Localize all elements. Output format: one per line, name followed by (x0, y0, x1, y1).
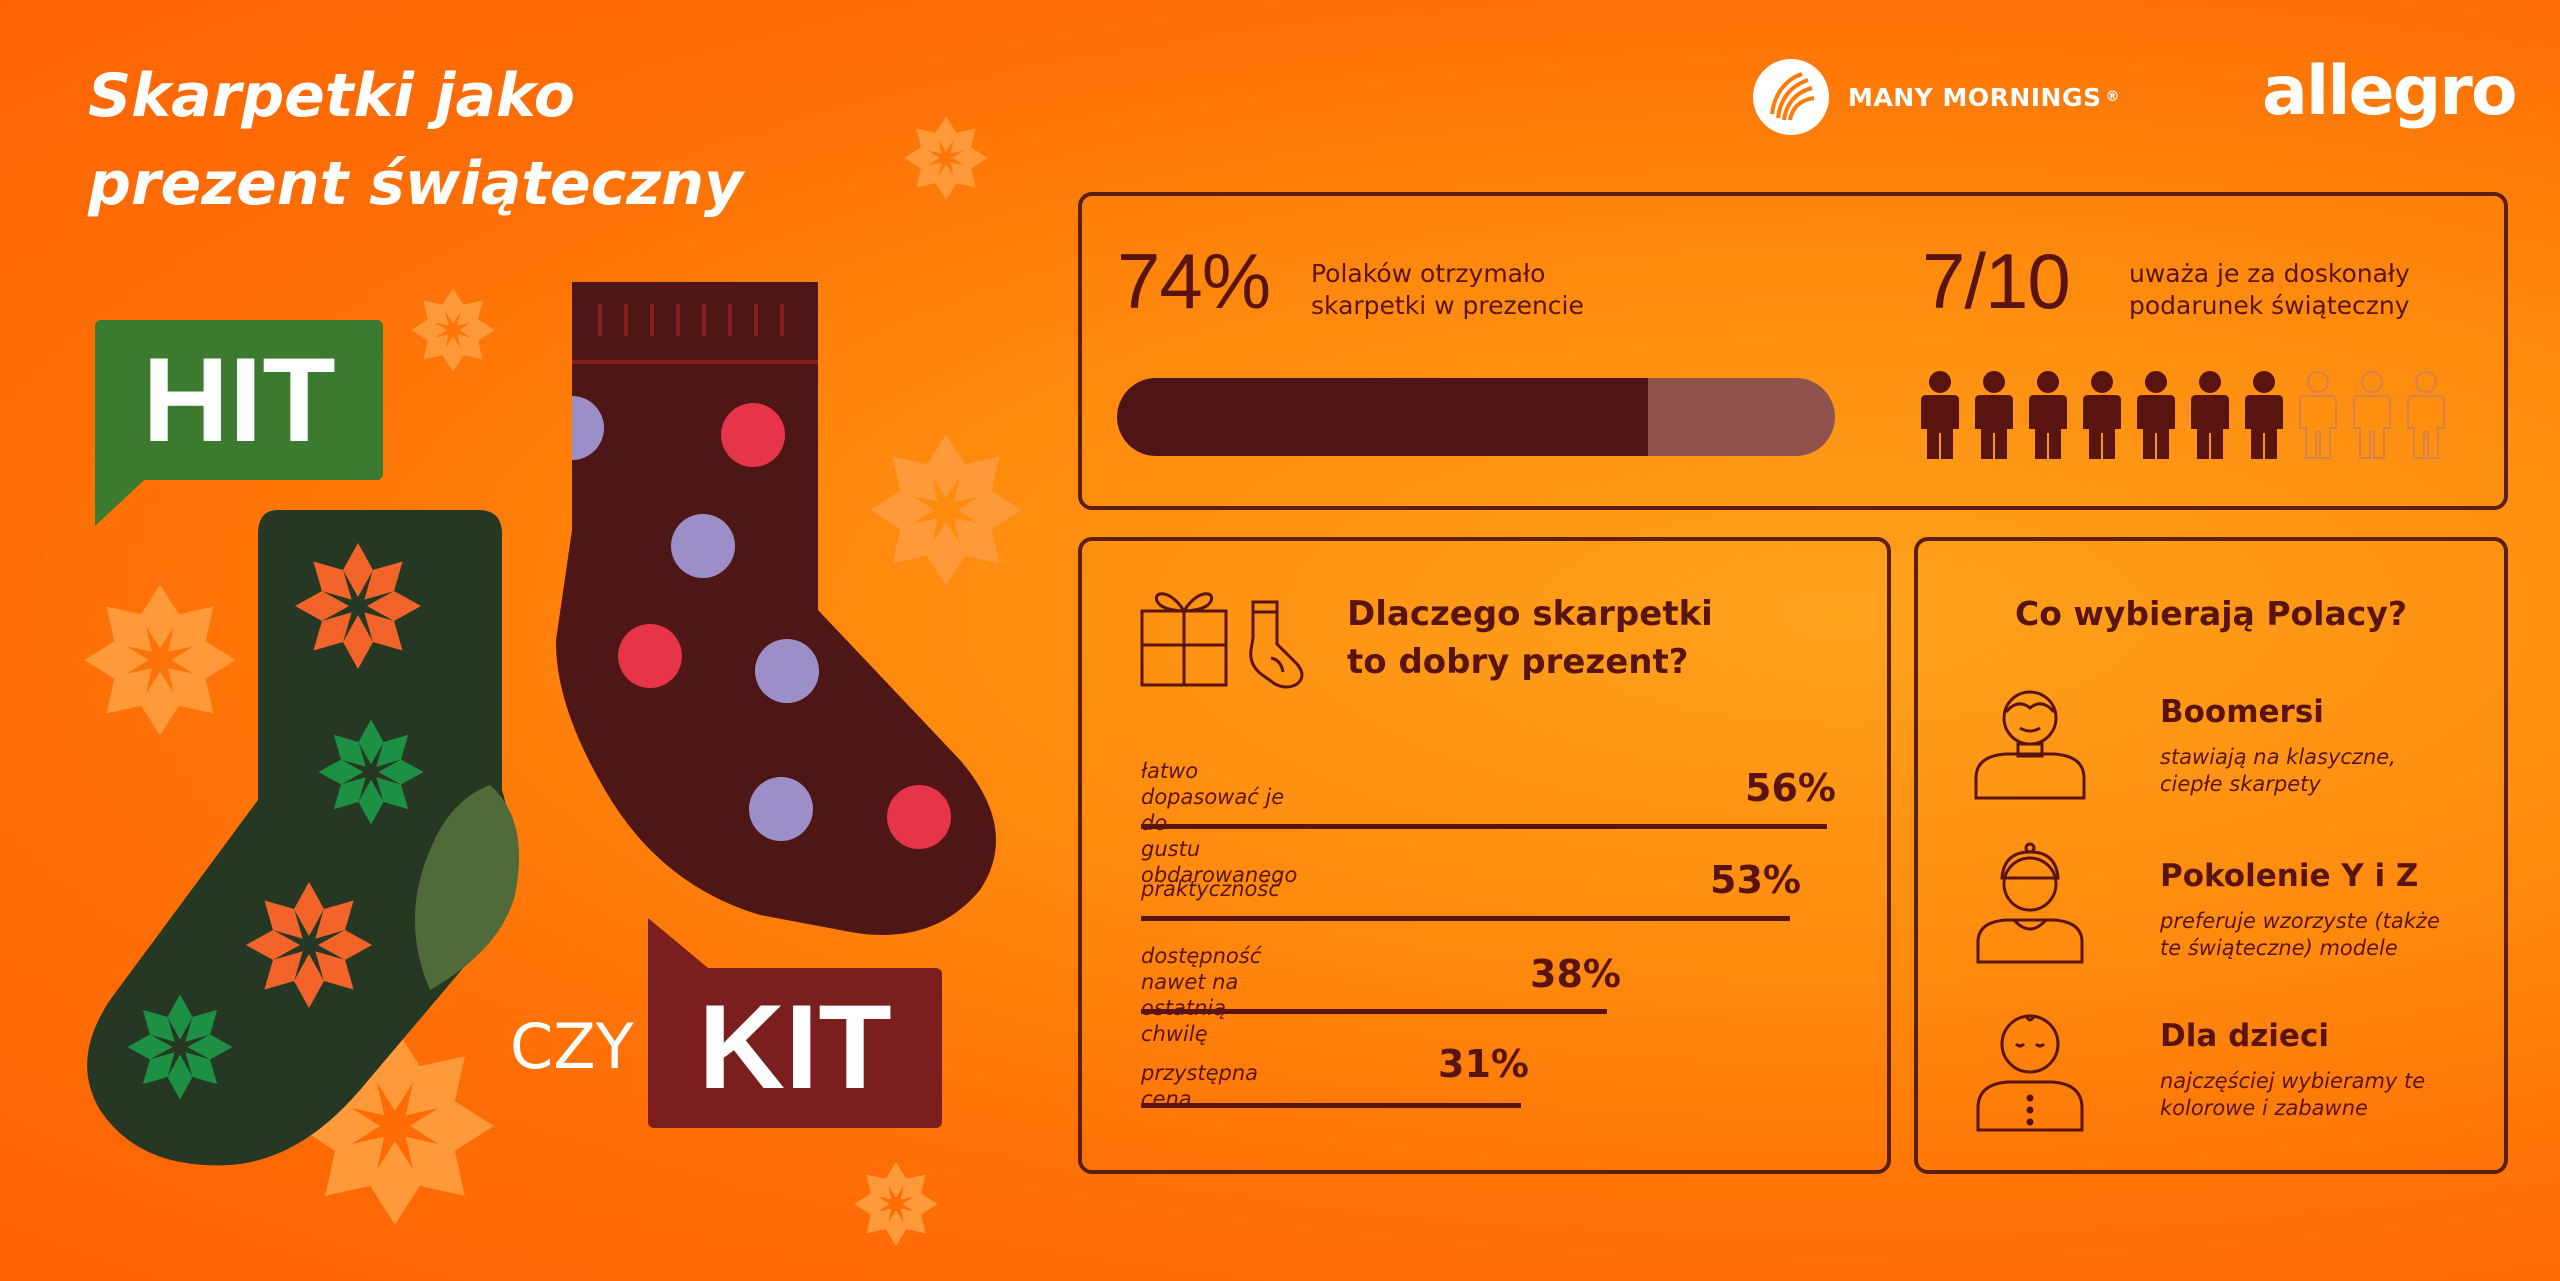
person-outline-icon (2299, 371, 2337, 459)
reasons-heading: Dlaczego skarpetki to dobry prezent? (1347, 594, 1713, 682)
reason-label-2: dostępność nawet na ostatnią chwilę (1141, 944, 1262, 1046)
czy-label: CZY (510, 1010, 634, 1083)
reason-value-2: 38% (1530, 952, 1621, 996)
reasons-panel (1078, 537, 1891, 1174)
reason-label-0: łatwo dopasować je do gustu obdarowanego (1141, 759, 1298, 887)
reason-bar-0 (1141, 824, 1827, 829)
segment-desc-1: preferuje wzorzyste (także te świąteczne… (2160, 909, 2440, 960)
hit-label: HIT (142, 333, 336, 467)
allegro-logo: allegro (2262, 52, 2518, 131)
person-filled-icon (2029, 371, 2067, 459)
reason-bar-2 (1141, 1009, 1607, 1014)
hit-bubble (95, 320, 383, 526)
segment-desc-0: stawiają na klasyczne, ciepłe skarpety (2160, 745, 2396, 796)
segment-name-0: Boomersi (2160, 694, 2324, 730)
person-filled-icon (2191, 371, 2229, 459)
reason-label-1: praktyczność (1141, 877, 1280, 901)
person-filled-icon (1921, 371, 1959, 459)
received-value: 74% (1117, 237, 1271, 325)
person-filled-icon (2083, 371, 2121, 459)
registered-mark: ® (2105, 89, 2121, 105)
received-progress-bar (1117, 378, 1835, 456)
person-filled-icon (2137, 371, 2175, 459)
person-filled-icon (1975, 371, 2013, 459)
green-sock (87, 510, 520, 1166)
segment-name-2: Dla dzieci (2160, 1018, 2329, 1054)
kit-label: KIT (698, 980, 892, 1114)
many-mornings-label: MANY MORNINGS (1848, 82, 2102, 112)
rating-text: uważa je za doskonały podarunek świątecz… (2129, 259, 2410, 320)
received-progress-fill (1117, 378, 1649, 456)
many-mornings-emblem-icon (1753, 59, 1829, 135)
person-outline-icon (2353, 371, 2391, 459)
person-outline-icon (2407, 371, 2445, 459)
rating-value: 7/10 (1922, 237, 2071, 325)
child-icon (1976, 1014, 2084, 1132)
segments-panel (1914, 537, 2508, 1174)
segments-heading: Co wybierają Polacy? (2015, 594, 2407, 633)
reason-value-3: 31% (1438, 1042, 1529, 1086)
kit-bubble (648, 918, 942, 1128)
older-person-icon (1974, 690, 2086, 800)
segment-desc-2: najczęściej wybieramy te kolorowe i zaba… (2160, 1069, 2426, 1120)
socks-illustration (87, 282, 996, 1166)
red-sock (555, 282, 996, 935)
rating-people-icons (1921, 371, 2445, 459)
reason-value-1: 53% (1710, 858, 1801, 902)
gift-icon (1140, 592, 1228, 687)
segment-name-1: Pokolenie Y i Z (2160, 858, 2419, 894)
reason-label-3: przystępna cena (1141, 1061, 1259, 1111)
stats-panel (1078, 192, 2508, 510)
reason-bar-3 (1141, 1103, 1521, 1108)
reason-value-0: 56% (1745, 766, 1836, 810)
person-filled-icon (2245, 371, 2283, 459)
sock-icon (1249, 600, 1304, 689)
page-title: Skarpetki jako prezent świąteczny (88, 61, 744, 219)
young-person-cap-icon (1976, 842, 2084, 964)
received-text: Polaków otrzymało skarpetki w prezencie (1311, 259, 1584, 320)
many-mornings-logo: MANY MORNINGS ® (1750, 56, 2120, 138)
reason-bar-1 (1141, 916, 1790, 921)
